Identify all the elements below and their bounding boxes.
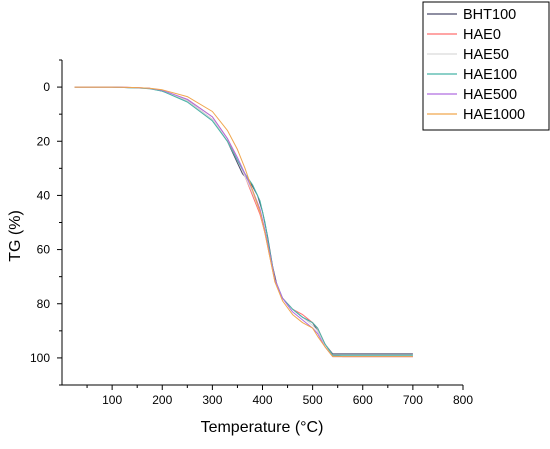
legend-label-bht100: BHT100 <box>463 7 516 23</box>
x-tick-label: 500 <box>303 393 323 407</box>
x-tick-label: 800 <box>453 393 473 407</box>
x-axis-title: Temperature (°C) <box>201 419 324 436</box>
x-tick-label: 700 <box>403 393 423 407</box>
y-tick-label: 80 <box>37 297 51 311</box>
legend-label-hae0: HAE0 <box>463 27 501 43</box>
x-tick-label: 300 <box>202 393 222 407</box>
x-tick-label: 400 <box>252 393 272 407</box>
x-tick-label: 100 <box>102 393 122 407</box>
y-tick-label: 20 <box>37 134 51 148</box>
ticks-layer: 100 200 300 400 500 600 700 800 0 20 40 60 80 100 <box>30 59 473 407</box>
legend-box <box>422 1 550 131</box>
legend-label-hae50: HAE50 <box>463 47 509 63</box>
legend: BHT100 HAE0 HAE50 HAE100 HAE500 HAE1000 <box>422 1 550 131</box>
legend-label-hae1000: HAE1000 <box>463 107 525 123</box>
y-tick-label: 100 <box>30 351 50 365</box>
series-layer <box>74 86 413 358</box>
x-tick-label: 600 <box>353 393 373 407</box>
x-tick-label: 200 <box>152 393 172 407</box>
y-axis-title: TG (%) <box>7 210 24 262</box>
y-tick-label: 60 <box>37 243 51 257</box>
series-line-hae100 <box>74 86 413 356</box>
y-tick-label: 0 <box>43 80 50 94</box>
legend-label-hae500: HAE500 <box>463 87 517 103</box>
series-line-hae1000 <box>74 86 413 358</box>
y-tick-label: 40 <box>37 188 51 202</box>
legend-label-hae100: HAE100 <box>463 67 517 83</box>
